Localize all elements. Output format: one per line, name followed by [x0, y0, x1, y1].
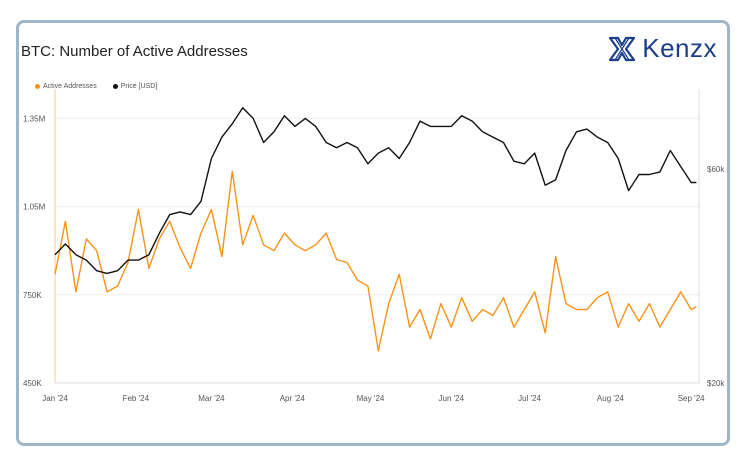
x-tick-label: Aug '24	[597, 394, 624, 403]
y-right-tick-label: $20k	[707, 379, 725, 388]
chart-plot: 1.35M 1.05M 750K 450K $60k $20k Jan '24 Feb '24…	[23, 89, 725, 403]
y-left-tick-label: 1.35M	[23, 114, 46, 123]
x-tick-label: Jul '24	[518, 394, 541, 403]
y-left-tick-label: 450K	[23, 379, 42, 388]
x-tick-label: Mar '24	[198, 394, 225, 403]
legend-swatch-price	[112, 84, 118, 89]
legend-item-active[interactable]: Active Addresses	[35, 83, 97, 90]
series-lines	[54, 106, 697, 352]
x-tick-label: Feb '24	[123, 394, 150, 403]
y-left-tick-label: 750K	[23, 291, 42, 300]
active-addresses-series-line	[54, 170, 697, 352]
chart-title: BTC: Number of Active Addresses	[21, 43, 248, 60]
chart-legend: Active Addresses Price [USD]	[35, 83, 157, 90]
price-series-line	[54, 106, 697, 275]
axis-ticks: 1.35M 1.05M 750K 450K $60k $20k Jan '24 Feb '24…	[23, 114, 725, 403]
x-tick-label: Apr '24	[280, 394, 306, 403]
x-tick-label: May '24	[357, 394, 385, 403]
legend-item-price[interactable]: Price [USD]	[112, 83, 158, 90]
legend-label-active: Active Addresses	[43, 83, 97, 90]
legend-label-price: Price [USD]	[120, 83, 158, 90]
legend-swatch-active	[35, 84, 40, 89]
chart-card: BTC: Number of Active Addresses Kenzx Ac…	[16, 20, 730, 446]
x-tick-label: Sep '24	[678, 394, 705, 403]
y-left-tick-label: 1.05M	[23, 203, 46, 212]
kenzx-logo-icon	[609, 36, 636, 61]
brand-logo: Kenzx	[608, 33, 717, 64]
brand-name: Kenzx	[642, 33, 717, 63]
x-tick-label: Jun '24	[439, 394, 465, 403]
x-tick-label: Jan '24	[42, 394, 68, 403]
grid-lines	[54, 89, 700, 384]
y-right-tick-label: $60k	[707, 165, 725, 174]
